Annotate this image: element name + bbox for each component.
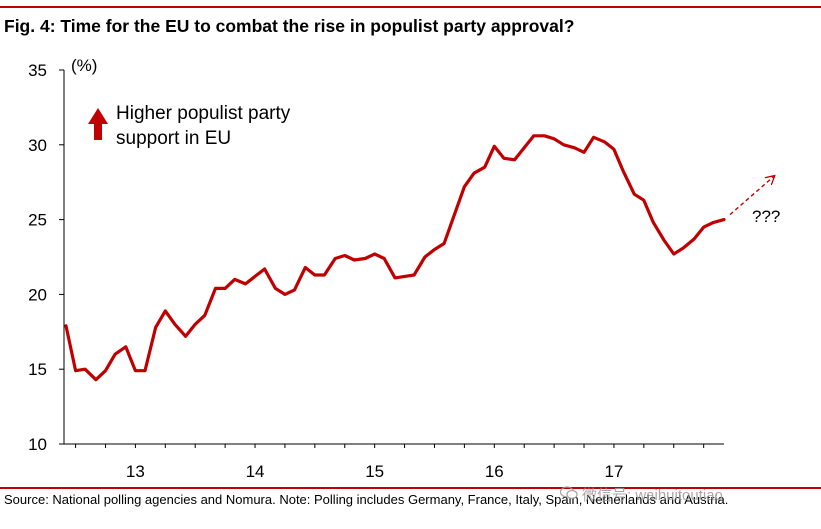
top-rule bbox=[0, 6, 821, 8]
y-tick-label: 30 bbox=[28, 136, 47, 155]
chart-title: Fig. 4: Time for the EU to combat the ri… bbox=[4, 16, 575, 36]
y-axis-label: (%) bbox=[71, 56, 97, 75]
y-tick-label: 20 bbox=[28, 285, 47, 304]
annotation-text-line: support in EU bbox=[116, 128, 231, 149]
x-tick-label: 13 bbox=[126, 462, 145, 481]
source-note: Source: National polling agencies and No… bbox=[4, 492, 729, 507]
watermark: 微信号: waihuitoutiao bbox=[559, 484, 723, 505]
y-tick-label: 10 bbox=[28, 435, 47, 454]
x-tick-label: 14 bbox=[246, 462, 265, 481]
x-tick-label: 17 bbox=[604, 462, 623, 481]
projection-label: ??? bbox=[752, 207, 780, 226]
annotation-text-line: Higher populist party bbox=[116, 103, 291, 124]
projection-arrow bbox=[729, 176, 774, 216]
watermark-text: 微信号: waihuitoutiao bbox=[582, 487, 723, 504]
wechat-icon bbox=[559, 486, 578, 504]
y-tick-label: 35 bbox=[28, 61, 47, 80]
series-line-populist-support bbox=[64, 134, 726, 382]
bottom-rule bbox=[0, 487, 821, 489]
up-arrow-icon bbox=[88, 108, 108, 140]
y-tick-label: 25 bbox=[28, 211, 47, 230]
x-tick-label: 16 bbox=[485, 462, 504, 481]
x-tick-label: 15 bbox=[365, 462, 384, 481]
y-tick-label: 15 bbox=[28, 360, 47, 379]
